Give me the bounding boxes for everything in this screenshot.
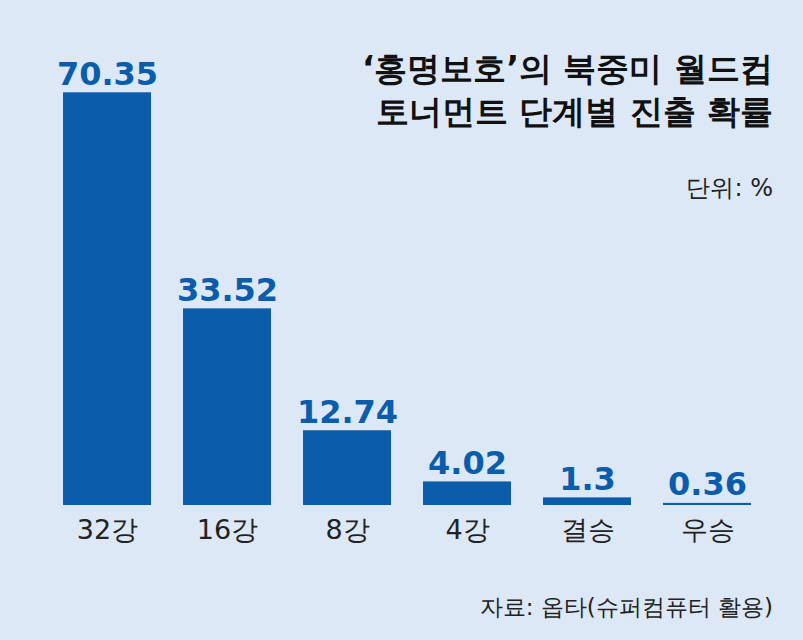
- svg-text:0.36: 0.36: [668, 465, 747, 503]
- svg-text:70.35: 70.35: [57, 55, 158, 93]
- svg-text:12.74: 12.74: [297, 393, 398, 431]
- svg-text:16강: 16강: [197, 514, 258, 545]
- html-text:자료: 옵타(슈퍼컴퓨터 활용): 자료: 옵타(슈퍼컴퓨터 활용): [479, 594, 773, 620]
- svg-text:우승: 우승: [681, 514, 735, 545]
- svg-text:33.52: 33.52: [177, 271, 278, 309]
- html-text:단위: %: 단위: %: [686, 174, 773, 202]
- svg-text:1.3: 1.3: [559, 460, 616, 498]
- svg-text:4.02: 4.02: [428, 444, 507, 482]
- svg-text:32강: 32강: [77, 514, 138, 545]
- svg-text:결승: 결승: [561, 514, 615, 545]
- html-text:‘홍명보호’의 북중미 월드컵 토너먼트 단계별 진출 확률: ‘홍명보호’의 북중미 월드컵 토너먼트 단계별 진출 확률: [361, 49, 773, 131]
- svg-text:8강: 8강: [325, 514, 369, 545]
- svg-text:4강: 4강: [445, 514, 489, 545]
